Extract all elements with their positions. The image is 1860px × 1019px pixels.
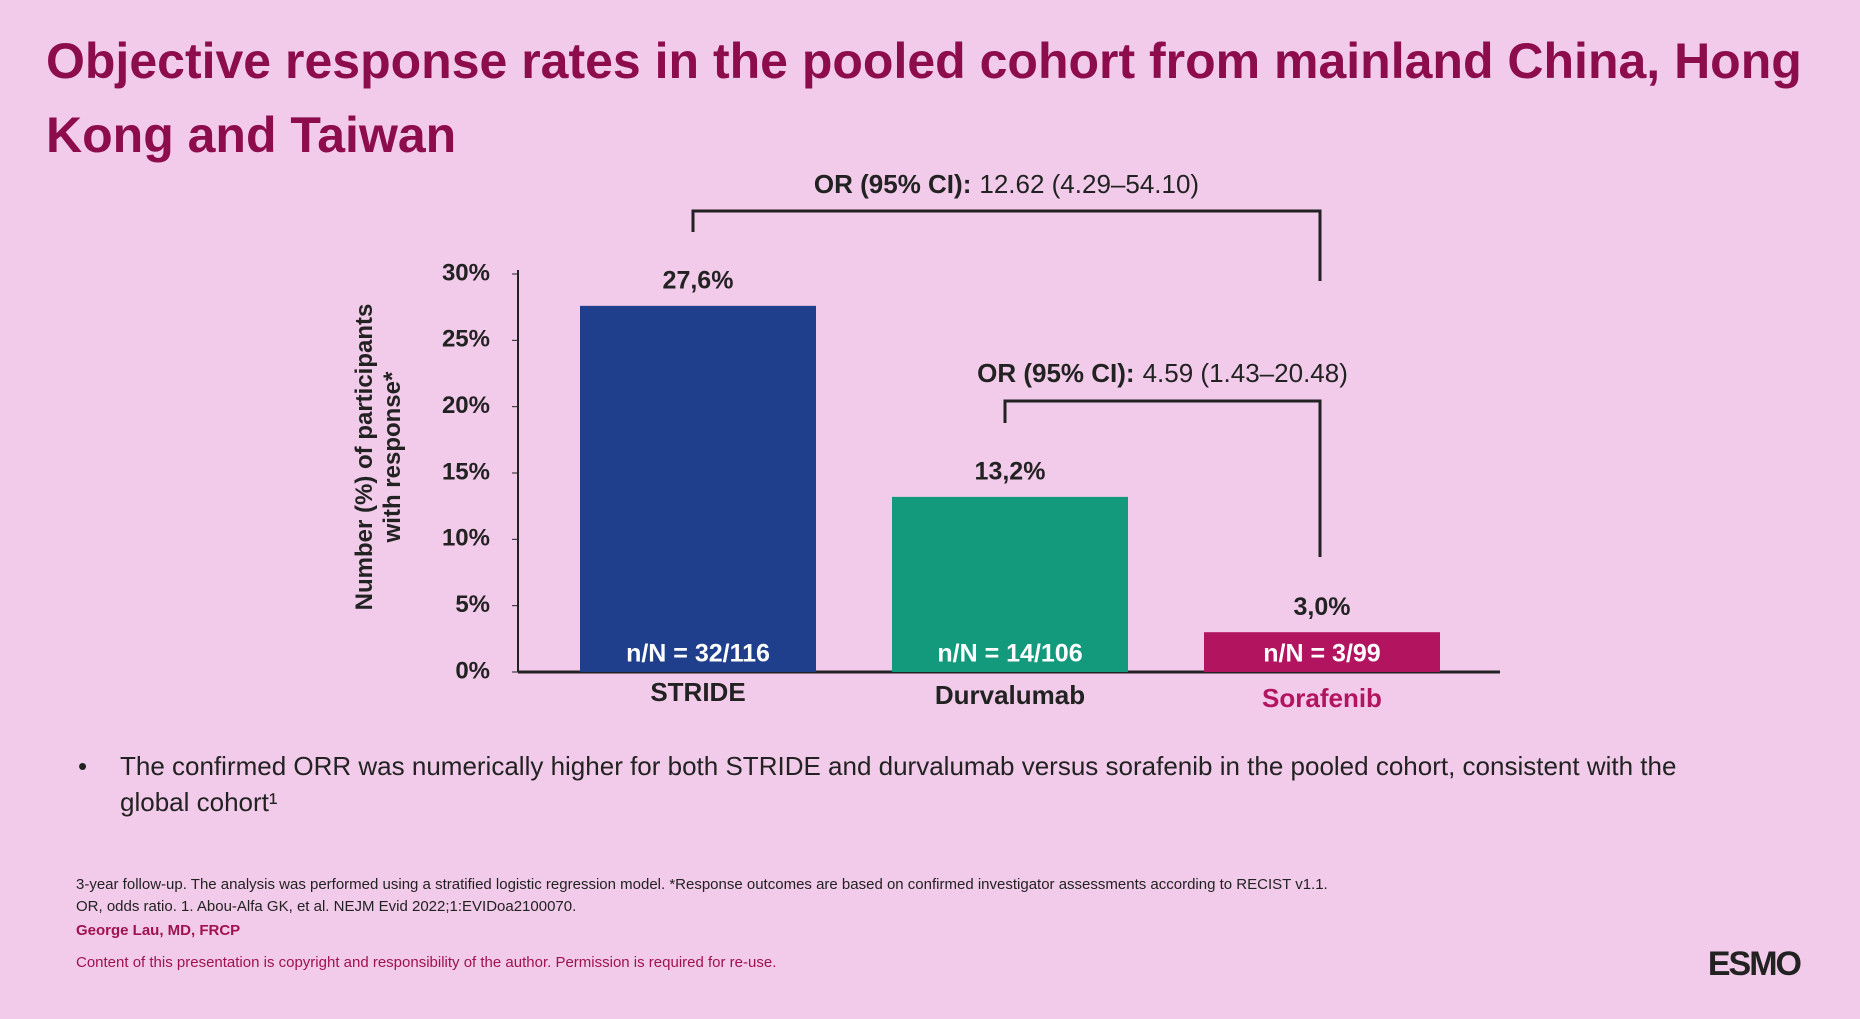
copyright: Content of this presentation is copyrigh… bbox=[76, 954, 777, 971]
x-tick-label: STRIDE bbox=[650, 677, 745, 707]
bullet-text: The confirmed ORR was numerically higher… bbox=[120, 751, 1677, 817]
y-tick-label: 10% bbox=[442, 525, 490, 552]
logo: ESMO bbox=[1707, 945, 1802, 983]
bar-annotation: n/N = 3/99 bbox=[1263, 640, 1380, 668]
y-tick-label: 5% bbox=[455, 591, 490, 618]
bar bbox=[580, 305, 816, 672]
y-tick-label: 0% bbox=[455, 657, 490, 684]
comparison-value: 12.62 (4.29–54.10) bbox=[979, 169, 1199, 199]
x-tick-label: Sorafenib bbox=[1262, 683, 1382, 713]
comparison-label: OR (95% CI): 12.62 (4.29–54.10) bbox=[814, 169, 1199, 199]
y-axis-label: Number (%) of participantswith response* bbox=[351, 304, 406, 611]
comparison-label: OR (95% CI): 4.59 (1.43–20.48) bbox=[977, 358, 1348, 388]
comparison-bracket bbox=[691, 209, 1322, 281]
bar-annotation: n/N = 14/106 bbox=[937, 640, 1082, 668]
comparison-bracket bbox=[1003, 399, 1322, 557]
y-tick-label: 30% bbox=[442, 259, 490, 286]
bullet: • The confirmed ORR was numerically highe… bbox=[78, 748, 1718, 820]
footnote: OR, odds ratio. 1. Abou-Alfa GK, et al. … bbox=[76, 898, 577, 915]
footnote: 3-year follow-up. The analysis was perfo… bbox=[76, 876, 1328, 893]
value-label: 13,2% bbox=[975, 457, 1046, 485]
comparison-label-bold: OR (95% CI): bbox=[977, 358, 1134, 388]
bar bbox=[892, 496, 1128, 672]
comparison-label-bold: OR (95% CI): bbox=[814, 169, 971, 199]
x-tick-label: Durvalumab bbox=[935, 680, 1085, 710]
y-tick-label: 20% bbox=[442, 392, 490, 419]
comparison-value: 4.59 (1.43–20.48) bbox=[1143, 358, 1348, 388]
presenter: George Lau, MD, FRCP bbox=[76, 922, 241, 939]
value-label: 27,6% bbox=[663, 266, 734, 294]
y-tick-label: 15% bbox=[442, 458, 490, 485]
bullet-dot: • bbox=[78, 751, 88, 781]
bar bbox=[1204, 632, 1440, 672]
slide-title: Objective response rates in the pooled c… bbox=[46, 33, 1802, 163]
y-tick-label: 25% bbox=[442, 326, 490, 353]
value-label: 3,0% bbox=[1294, 593, 1351, 621]
bar-annotation: n/N = 32/116 bbox=[626, 640, 770, 668]
